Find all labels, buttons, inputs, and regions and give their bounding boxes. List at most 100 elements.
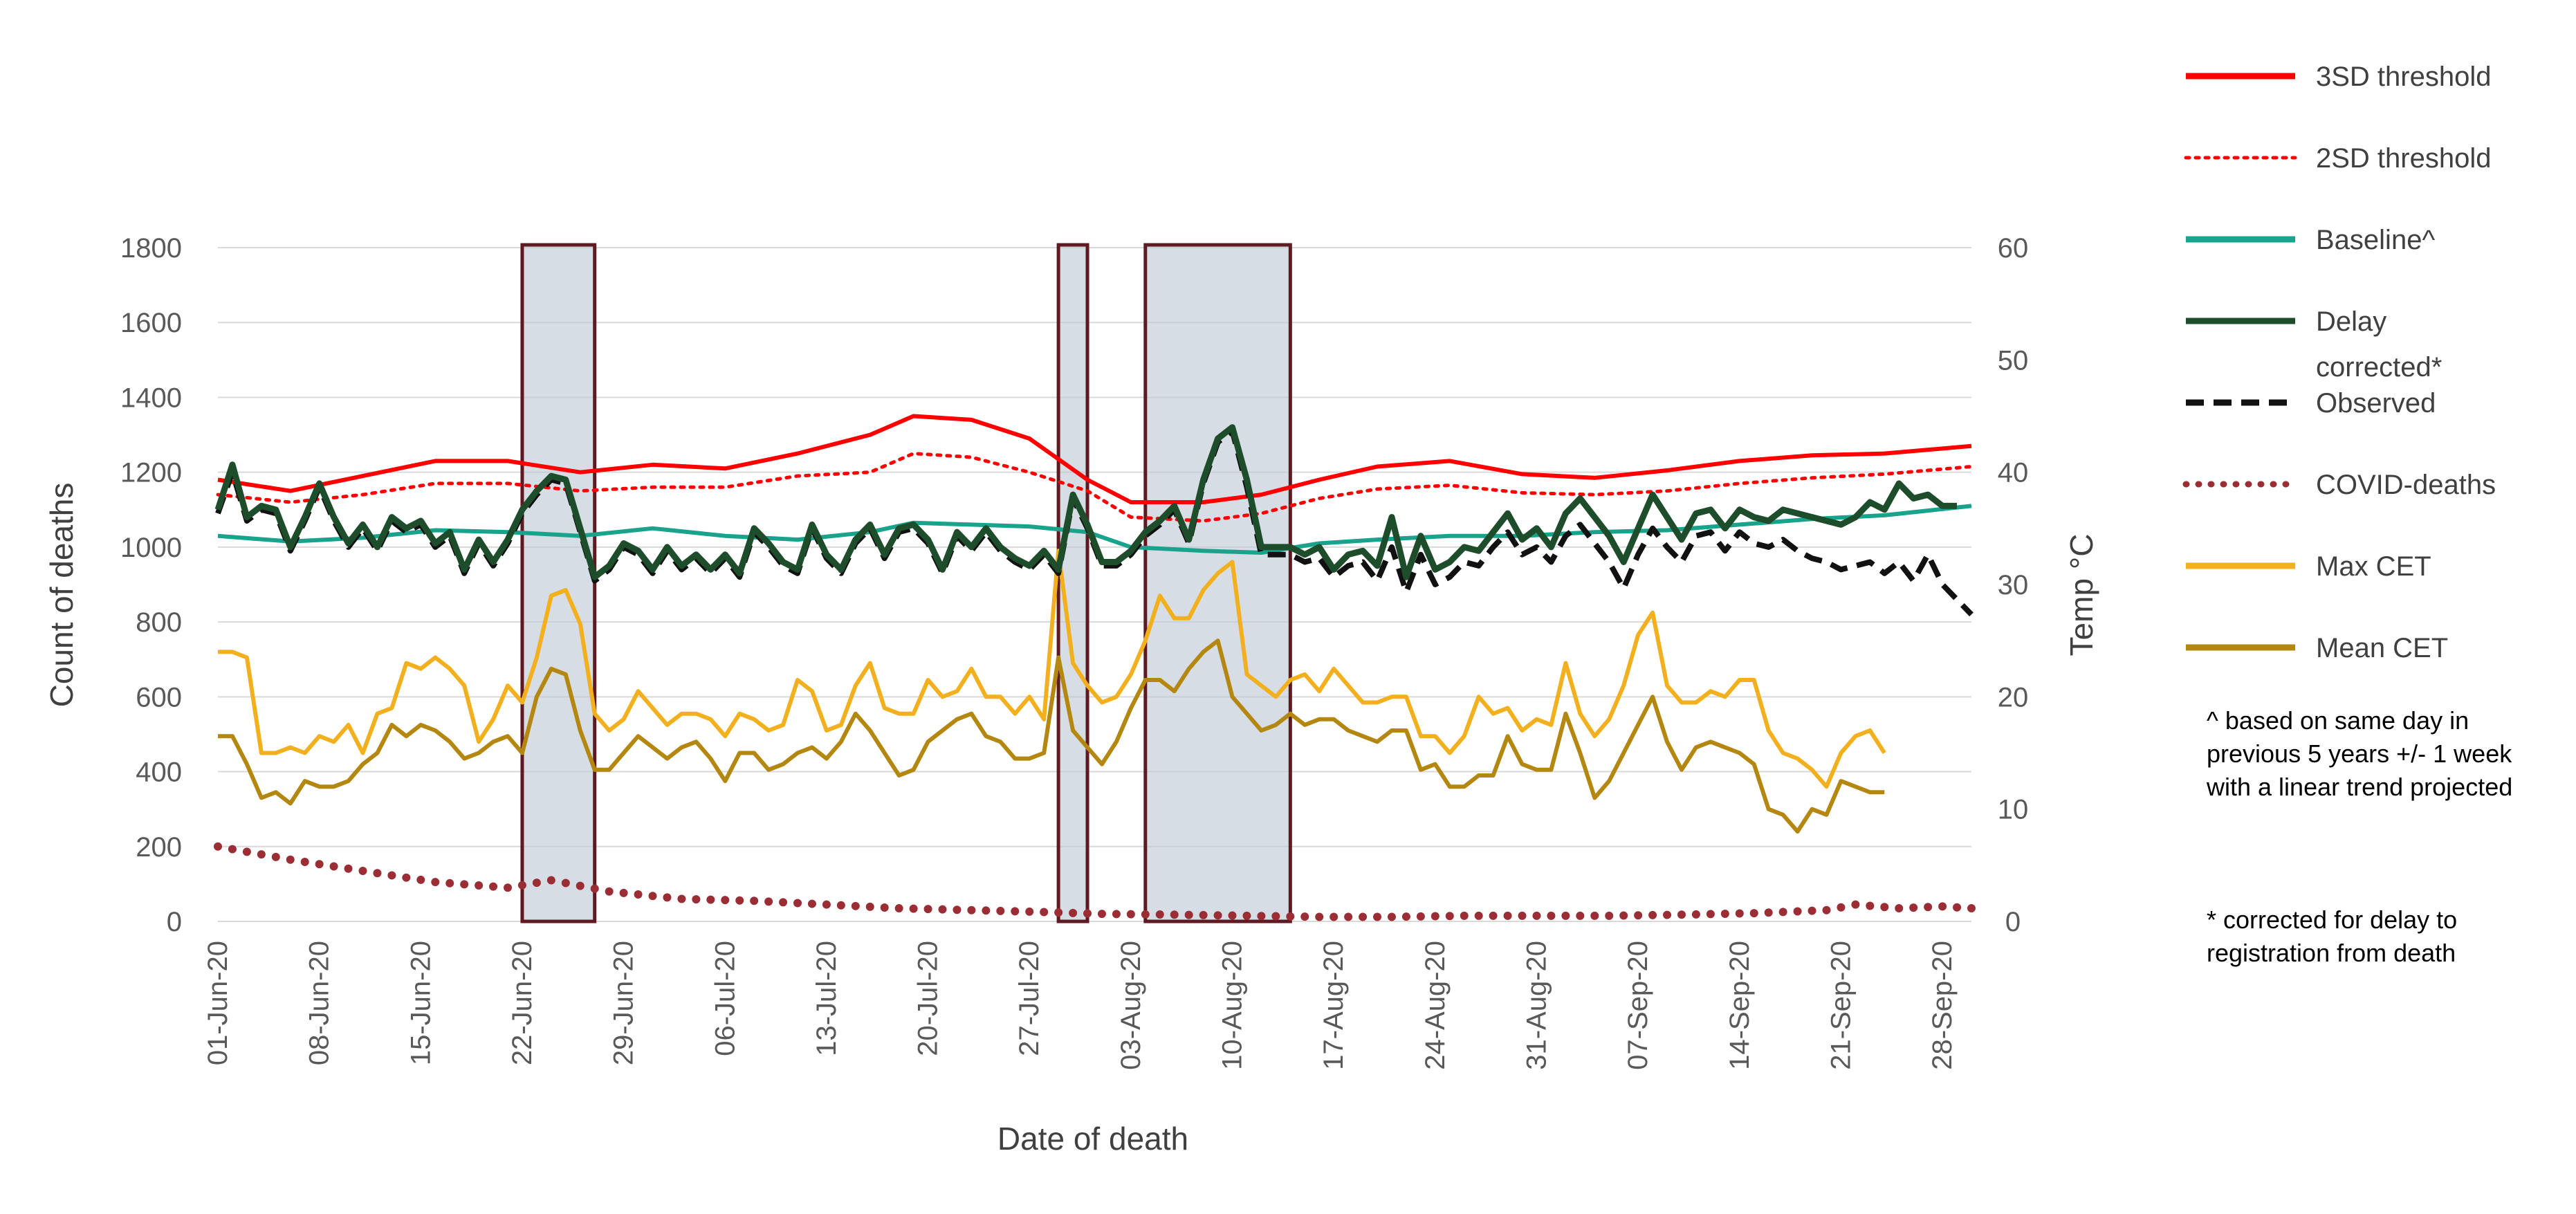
covid-deaths-point [1257, 912, 1266, 921]
max-cet-line [218, 549, 1886, 789]
legend-label-3sd-threshold: 3SD threshold [2316, 62, 2491, 92]
covid-deaths-point [1634, 911, 1643, 920]
covid-deaths-point [1619, 911, 1628, 920]
x-tick-label: 13-Jul-20 [811, 941, 842, 1056]
x-tick-label: 14-Sep-20 [1724, 941, 1755, 1070]
covid-deaths-point [286, 855, 295, 864]
covid-deaths-point [1271, 912, 1280, 921]
covid-deaths-point [894, 904, 903, 913]
legend: 3SD threshold 2SD threshold Baseline^ Delay… [2182, 62, 2496, 663]
covid-deaths-point [1547, 911, 1556, 920]
right-axis-ticks: 0 10 20 30 40 50 60 [1998, 233, 2029, 937]
covid-deaths-point [546, 876, 555, 885]
y-axis-title: Count of deaths [44, 483, 80, 708]
covid-deaths-point [1460, 911, 1469, 920]
covid-deaths-point [517, 881, 526, 890]
legend-label-max-cet: Max CET [2316, 551, 2431, 582]
covid-deaths-point [764, 897, 773, 906]
covid-deaths-point [445, 879, 454, 887]
covid-deaths-point [692, 895, 701, 904]
covid-deaths-point [1706, 910, 1715, 919]
covid-deaths-point [358, 866, 367, 875]
covid-deaths-point [1315, 912, 1324, 921]
x-tick-label: 28-Sep-20 [1927, 941, 1958, 1070]
legend-label-delay-corrected: Delay corrected* [2316, 306, 2442, 383]
legend-label-observed: Observed [2316, 388, 2436, 419]
covid-deaths-point [416, 875, 425, 884]
covid-deaths-point [967, 905, 976, 914]
covid-deaths-point [1590, 911, 1599, 920]
x-tick-label: 22-Jun-20 [507, 941, 537, 1065]
y-tick-label: 400 [136, 757, 182, 788]
covid-deaths-point [1300, 912, 1309, 921]
covid-deaths-point [1837, 903, 1846, 912]
covid-deaths-point [1764, 908, 1773, 917]
covid-deaths-point [475, 881, 484, 890]
covid-deaths-point [677, 894, 686, 903]
covid-deaths-point [576, 881, 585, 890]
covid-deaths-point [1489, 911, 1498, 920]
covid-deaths-point [1967, 904, 1976, 913]
covid-deaths-point [1330, 912, 1338, 921]
y-tick-label: 0 [167, 907, 182, 937]
covid-deaths-point [982, 906, 991, 915]
y-tick-label: 800 [136, 607, 182, 638]
covid-deaths-point [619, 888, 628, 897]
covid-deaths-point [750, 896, 759, 905]
covid-deaths-point [387, 871, 396, 880]
covid-deaths-point [1807, 906, 1816, 915]
covid-deaths-point [663, 893, 672, 902]
covid-deaths-point [865, 902, 874, 911]
covid-deaths-point [1822, 905, 1831, 914]
covid-deaths-point [1518, 911, 1527, 920]
covid-deaths-point [1199, 910, 1208, 919]
legend-label-2sd-threshold: 2SD threshold [2316, 143, 2491, 174]
covid-deaths-point [300, 857, 309, 866]
x-tick-label: 29-Jun-20 [609, 941, 639, 1065]
heat-period-box-2 [1056, 243, 1089, 923]
covid-deaths-point [1401, 912, 1410, 921]
covid-deaths-point [344, 864, 353, 873]
y2-tick-label: 40 [1998, 458, 2029, 488]
y-tick-label: 1400 [120, 383, 182, 413]
covid-deaths-point [1141, 910, 1150, 919]
covid-deaths-point [807, 899, 816, 908]
baseline-footnote: ^ based on same day in previous 5 years … [2207, 706, 2513, 801]
covid-deaths-point [1126, 910, 1135, 919]
x-tick-label: 15-Jun-20 [405, 941, 436, 1065]
covid-deaths-point [721, 896, 730, 905]
covid-deaths-point [1720, 909, 1729, 918]
covid-deaths-point [953, 905, 962, 914]
3sd-threshold-line [217, 414, 1972, 504]
covid-deaths-point [735, 896, 744, 905]
covid-deaths-point [315, 860, 324, 869]
x-tick-label: 24-Aug-20 [1420, 941, 1451, 1070]
covid-deaths-point [1561, 911, 1570, 920]
covid-deaths-point [504, 883, 513, 892]
covid-deaths-point [561, 879, 570, 887]
x-tick-label: 07-Sep-20 [1623, 941, 1653, 1070]
y2-axis-title: Temp °C [2063, 534, 2099, 656]
x-tick-label: 17-Aug-20 [1318, 941, 1349, 1070]
covid-deaths-point [1213, 911, 1222, 920]
heat-periods [520, 243, 1292, 923]
covid-deaths-point [1387, 912, 1396, 921]
covid-deaths-point [1749, 909, 1758, 918]
x-tick-label: 08-Jun-20 [304, 941, 335, 1065]
covid-deaths-point [1691, 910, 1700, 919]
covid-deaths-point [1011, 907, 1020, 916]
covid-deaths-point [1793, 907, 1802, 916]
covid-deaths-point [793, 899, 802, 908]
covid-deaths-point [1895, 904, 1904, 913]
y2-tick-label: 50 [1998, 345, 2029, 376]
y-tick-label: 200 [136, 832, 182, 863]
covid-deaths-point [329, 862, 338, 871]
covid-deaths-point [1851, 900, 1860, 909]
x-tick-label: 10-Aug-20 [1217, 941, 1248, 1070]
covid-deaths-point [1778, 908, 1787, 917]
covid-deaths-point [634, 890, 643, 899]
left-axis-ticks: 0 200 400 600 800 1000 1200 1400 1600 1800 [120, 233, 182, 937]
covid-deaths-point [605, 887, 614, 896]
covid-deaths-point [1909, 903, 1918, 912]
